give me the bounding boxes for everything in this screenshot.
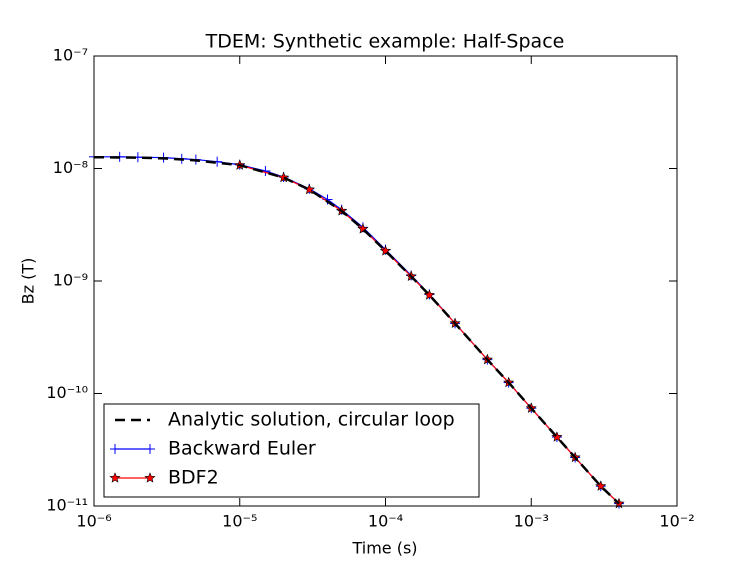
x-tick-label: 10⁻⁵ (222, 512, 257, 531)
plot-area (89, 151, 625, 509)
marker-star (551, 431, 563, 442)
series-line (93, 155, 620, 505)
marker-star (109, 472, 121, 483)
x-tick-label: 10⁻² (659, 512, 694, 531)
legend: Analytic solution, circular loop Backward… (103, 403, 480, 498)
x-tick-label: 10⁻⁴ (368, 512, 403, 531)
marker-plus (145, 444, 155, 454)
x-axis-label: Time (s) (351, 539, 417, 558)
y-tick-label: 10⁻¹¹ (46, 496, 88, 515)
y-tick-label: 10⁻¹⁰ (46, 383, 88, 402)
y-tick-label: 10⁻⁹ (53, 271, 88, 290)
marker-star (423, 289, 435, 300)
legend-label: Analytic solution, circular loop (168, 409, 455, 431)
marker-star (144, 472, 156, 483)
legend-label: BDF2 (168, 467, 219, 489)
x-tick-label: 10⁻³ (514, 512, 549, 531)
legend-box (103, 403, 480, 498)
marker-star (379, 245, 392, 256)
legend-label: Backward Euler (168, 438, 316, 460)
y-tick-label: 10⁻⁸ (53, 158, 88, 177)
x-tick-label: 10⁻⁶ (76, 512, 111, 531)
chart-title: TDEM: Synthetic example: Half-Space (205, 31, 565, 53)
marker-plus (110, 444, 120, 454)
y-tick-label: 10⁻⁷ (53, 46, 88, 65)
y-axis-label: Bz (T) (19, 258, 38, 305)
